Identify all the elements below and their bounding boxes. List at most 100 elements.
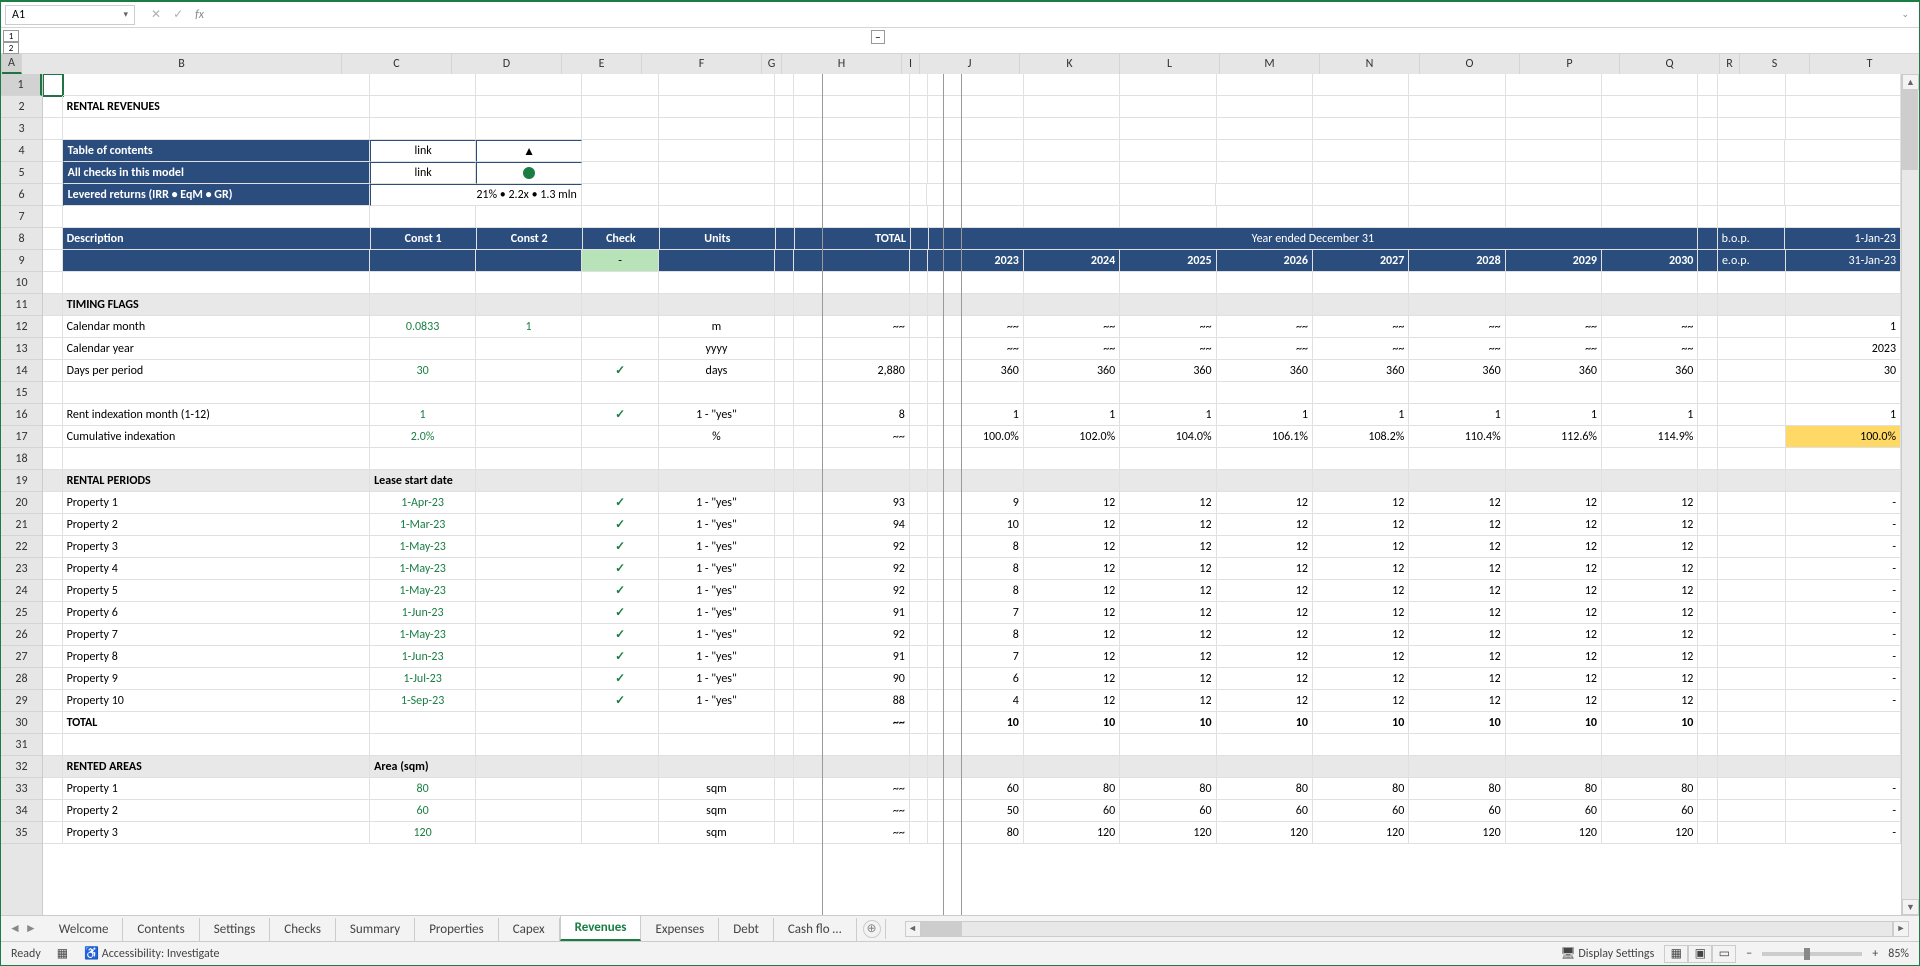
tab-checks[interactable]: Checks — [270, 918, 336, 941]
row-header-27[interactable]: 27 — [1, 646, 42, 668]
cells-area[interactable]: RENTAL REVENUESTable of contentslink▲All… — [43, 74, 1901, 915]
column-header-A[interactable]: A — [2, 54, 22, 74]
row-header-4[interactable]: 4 — [1, 140, 42, 162]
tab-revenues[interactable]: Revenues — [560, 915, 642, 941]
vertical-scrollbar[interactable]: ▲ ▼ — [1901, 74, 1919, 915]
column-header-M[interactable]: M — [1220, 54, 1320, 74]
column-header-F[interactable]: F — [642, 54, 762, 74]
formula-expand-icon[interactable]: ⌄ — [1901, 9, 1915, 20]
row-header-11[interactable]: 11 — [1, 294, 42, 316]
outline-level-1[interactable]: 1 — [3, 30, 19, 42]
tab-debt[interactable]: Debt — [719, 918, 774, 941]
tab-summary[interactable]: Summary — [336, 918, 415, 941]
horizontal-scrollbar[interactable]: ◄ ► — [895, 921, 1920, 937]
tab-next-icon[interactable]: ► — [25, 921, 37, 936]
column-header-D[interactable]: D — [452, 54, 562, 74]
row-header-18[interactable]: 18 — [1, 448, 42, 470]
row-header-6[interactable]: 6 — [1, 184, 42, 206]
macro-record-icon[interactable]: ▦ — [57, 946, 68, 961]
cancel-icon[interactable]: ✕ — [151, 7, 161, 22]
tab-contents[interactable]: Contents — [123, 918, 199, 941]
display-settings[interactable]: 🖥 Display Settings — [1560, 946, 1654, 961]
row-header-5[interactable]: 5 — [1, 162, 42, 184]
add-sheet-button[interactable]: ⊕ — [863, 920, 881, 938]
column-header-K[interactable]: K — [1020, 54, 1120, 74]
row-header-12[interactable]: 12 — [1, 316, 42, 338]
name-box[interactable]: A1 ▾ — [5, 5, 135, 25]
row-header-34[interactable]: 34 — [1, 800, 42, 822]
column-header-S[interactable]: S — [1740, 54, 1810, 74]
scroll-right-icon[interactable]: ► — [1893, 921, 1909, 937]
row-header-23[interactable]: 23 — [1, 558, 42, 580]
view-page-layout-icon[interactable]: ▣ — [1688, 945, 1712, 963]
column-header-C[interactable]: C — [342, 54, 452, 74]
column-header-I[interactable]: I — [902, 54, 920, 74]
outline-collapse-button[interactable]: − — [871, 30, 885, 44]
column-header-E[interactable]: E — [562, 54, 642, 74]
row-header-10[interactable]: 10 — [1, 272, 42, 294]
row-header-28[interactable]: 28 — [1, 668, 42, 690]
row-header-22[interactable]: 22 — [1, 536, 42, 558]
cell-A1[interactable] — [43, 74, 63, 96]
zoom-out-icon[interactable]: − — [1746, 947, 1752, 961]
row-header-25[interactable]: 25 — [1, 602, 42, 624]
row-header-21[interactable]: 21 — [1, 514, 42, 536]
scroll-up-icon[interactable]: ▲ — [1902, 74, 1919, 90]
tab-capex[interactable]: Capex — [499, 918, 560, 941]
enter-icon[interactable]: ✓ — [173, 7, 183, 22]
tab-cash-flo-[interactable]: Cash flo … — [774, 918, 857, 941]
row-header-3[interactable]: 3 — [1, 118, 42, 140]
outline-level-2[interactable]: 2 — [3, 42, 19, 54]
row-header-2[interactable]: 2 — [1, 96, 42, 118]
accessibility-status[interactable]: ♿ Accessibility: Investigate — [84, 946, 219, 961]
view-normal-icon[interactable]: ▦ — [1664, 945, 1688, 963]
column-header-T[interactable]: T — [1810, 54, 1919, 74]
row-header-1[interactable]: 1 — [1, 74, 42, 96]
sheet-tabs: WelcomeContentsSettingsChecksSummaryProp… — [45, 916, 857, 941]
scroll-down-icon[interactable]: ▼ — [1902, 899, 1919, 915]
column-header-R[interactable]: R — [1720, 54, 1740, 74]
column-header-P[interactable]: P — [1520, 54, 1620, 74]
tab-properties[interactable]: Properties — [415, 918, 499, 941]
tab-welcome[interactable]: Welcome — [45, 918, 124, 941]
column-header-Q[interactable]: Q — [1620, 54, 1720, 74]
tab-first-icon[interactable]: ◄ — [9, 921, 21, 936]
row-header-8[interactable]: 8 — [1, 228, 42, 250]
column-header-J[interactable]: J — [920, 54, 1020, 74]
row-header-30[interactable]: 30 — [1, 712, 42, 734]
row-header-17[interactable]: 17 — [1, 426, 42, 448]
row-header-15[interactable]: 15 — [1, 382, 42, 404]
row-header-7[interactable]: 7 — [1, 206, 42, 228]
fx-icon[interactable]: fx — [195, 8, 204, 22]
row-header-13[interactable]: 13 — [1, 338, 42, 360]
column-header-G[interactable]: G — [762, 54, 782, 74]
row-header-20[interactable]: 20 — [1, 492, 42, 514]
zoom-in-icon[interactable]: + — [1872, 947, 1878, 961]
tab-settings[interactable]: Settings — [200, 918, 271, 941]
column-header-B[interactable]: B — [22, 54, 342, 74]
row-header-35[interactable]: 35 — [1, 822, 42, 844]
row-header-26[interactable]: 26 — [1, 624, 42, 646]
column-header-H[interactable]: H — [782, 54, 902, 74]
row-header-14[interactable]: 14 — [1, 360, 42, 382]
row-header-16[interactable]: 16 — [1, 404, 42, 426]
column-header-L[interactable]: L — [1120, 54, 1220, 74]
row-header-33[interactable]: 33 — [1, 778, 42, 800]
zoom-slider[interactable] — [1762, 952, 1862, 956]
formula-buttons: ✕ ✓ fx — [143, 7, 212, 22]
row-header-29[interactable]: 29 — [1, 690, 42, 712]
column-header-N[interactable]: N — [1320, 54, 1420, 74]
toc-arrow-icon[interactable]: ▲ — [476, 140, 582, 162]
formula-input[interactable] — [220, 5, 1893, 25]
row-header-24[interactable]: 24 — [1, 580, 42, 602]
row-header-9[interactable]: 9 — [1, 250, 42, 272]
row-header-31[interactable]: 31 — [1, 734, 42, 756]
tab-expenses[interactable]: Expenses — [641, 918, 719, 941]
view-page-break-icon[interactable]: ▭ — [1712, 945, 1736, 963]
row-header-32[interactable]: 32 — [1, 756, 42, 778]
name-box-dropdown-icon[interactable]: ▾ — [123, 9, 128, 20]
column-header-O[interactable]: O — [1420, 54, 1520, 74]
scroll-left-icon[interactable]: ◄ — [905, 921, 921, 937]
row-header-19[interactable]: 19 — [1, 470, 42, 492]
column-outline: 1 2 − — [1, 28, 1919, 54]
